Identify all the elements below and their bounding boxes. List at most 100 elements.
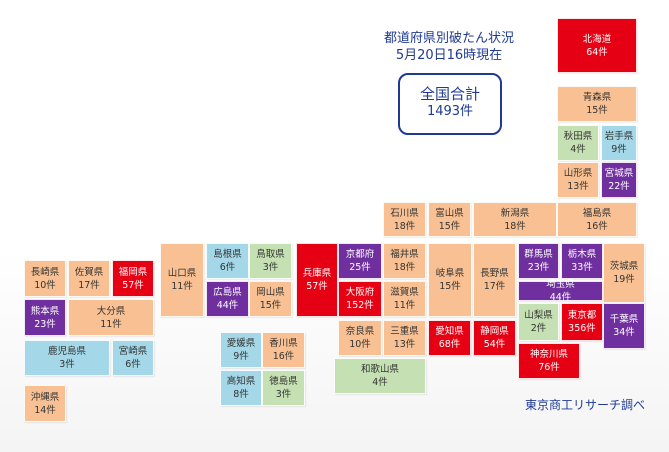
prefecture-tile: 滋賀県 11件 bbox=[383, 281, 426, 317]
prefecture-tile: 新潟県 18件 bbox=[473, 202, 557, 237]
bankruptcy-count: 17件 bbox=[78, 279, 100, 291]
prefecture-name: 滋賀県 bbox=[390, 287, 419, 298]
bankruptcy-count: 18件 bbox=[393, 262, 416, 273]
prefecture-name: 愛媛県 bbox=[226, 338, 256, 349]
bankruptcy-count: 22件 bbox=[608, 181, 630, 192]
prefecture-tile: 島根県 6件 bbox=[206, 243, 249, 279]
prefecture-name: 愛知県 bbox=[435, 326, 464, 337]
prefecture-name: 京都府 bbox=[345, 249, 375, 260]
bankruptcy-count: 15件 bbox=[586, 105, 608, 116]
prefecture-name: 千葉県 bbox=[609, 314, 639, 325]
bankruptcy-count: 25件 bbox=[349, 262, 371, 273]
prefecture-name: 高知県 bbox=[226, 376, 256, 387]
prefecture-tile: 鹿児島県 3件 bbox=[24, 340, 110, 376]
bankruptcy-count: 76件 bbox=[538, 362, 560, 373]
map-title: 都道府県別破たん状況 5月20日16時現在 bbox=[360, 30, 538, 64]
prefecture-tile: 愛媛県 9件 bbox=[220, 332, 262, 368]
prefecture-tile: 岡山県 15件 bbox=[249, 281, 292, 317]
prefecture-tile: 熊本県 23件 bbox=[24, 299, 66, 336]
prefecture-tile: 長崎県 10件 bbox=[24, 260, 66, 297]
prefecture-tile: 三重県 13件 bbox=[383, 320, 426, 356]
prefecture-name: 岩手県 bbox=[604, 131, 634, 142]
bankruptcy-count: 9件 bbox=[233, 351, 249, 362]
prefecture-tile: 高知県 8件 bbox=[220, 370, 262, 406]
prefecture-name: 福井県 bbox=[390, 249, 419, 260]
prefecture-name: 埼玉県 bbox=[546, 279, 575, 290]
prefecture-name: 熊本県 bbox=[30, 305, 60, 317]
bankruptcy-count: 68件 bbox=[438, 339, 461, 350]
prefecture-tile: 福島県 16件 bbox=[557, 202, 637, 237]
prefecture-tile: 奈良県 10件 bbox=[338, 320, 382, 356]
prefecture-tile: 宮崎県 6件 bbox=[112, 340, 154, 376]
prefecture-tile: 兵庫県 57件 bbox=[296, 243, 338, 317]
title-line-1: 都道府県別破たん状況 bbox=[383, 31, 514, 46]
prefecture-name: 佐賀県 bbox=[74, 266, 104, 278]
prefecture-tile: 長野県 17件 bbox=[473, 243, 516, 317]
prefecture-name: 山形県 bbox=[563, 168, 593, 179]
bankruptcy-count: 10件 bbox=[34, 279, 56, 291]
prefecture-name: 福島県 bbox=[582, 207, 612, 219]
bankruptcy-count: 356件 bbox=[568, 323, 596, 334]
prefecture-tile: 山口県 11件 bbox=[160, 243, 204, 317]
prefecture-tile: 秋田県 4件 bbox=[557, 125, 599, 161]
bankruptcy-count: 15件 bbox=[438, 220, 461, 232]
prefecture-tile: 青森県 15件 bbox=[557, 86, 637, 122]
prefecture-tile: 富山県 15件 bbox=[428, 202, 471, 237]
bankruptcy-count: 33件 bbox=[571, 262, 593, 273]
prefecture-tile: 岩手県 9件 bbox=[601, 125, 637, 161]
bankruptcy-count: 13件 bbox=[567, 181, 589, 192]
title-line-2: 5月20日16時現在 bbox=[395, 48, 503, 63]
bankruptcy-count: 23件 bbox=[34, 318, 56, 330]
prefecture-tile: 山形県 13件 bbox=[557, 162, 599, 198]
source-credit: 東京商工リサーチ調べ bbox=[525, 398, 646, 412]
bankruptcy-count: 11件 bbox=[100, 318, 122, 330]
bankruptcy-count: 64件 bbox=[586, 46, 608, 58]
prefecture-tile: 千葉県 34件 bbox=[603, 303, 645, 349]
prefecture-name: 静岡県 bbox=[480, 326, 509, 337]
bankruptcy-count: 44件 bbox=[549, 292, 572, 303]
prefecture-name: 岐阜県 bbox=[435, 268, 465, 279]
prefecture-tile: 埼玉県 44件 bbox=[518, 279, 603, 303]
prefecture-name: 和歌山県 bbox=[360, 364, 399, 375]
prefecture-name: 栃木県 bbox=[567, 249, 597, 260]
prefecture-name: 秋田県 bbox=[563, 131, 593, 142]
bankruptcy-count: 23件 bbox=[527, 262, 550, 273]
bankruptcy-count: 3件 bbox=[59, 359, 75, 370]
prefecture-tile: 愛知県 68件 bbox=[428, 320, 471, 356]
bankruptcy-count: 11件 bbox=[171, 281, 193, 292]
prefecture-tile: 京都府 25件 bbox=[338, 243, 382, 279]
prefecture-tile: 徳島県 3件 bbox=[262, 370, 305, 406]
prefecture-tile: 沖縄県 14件 bbox=[24, 385, 66, 422]
bankruptcy-count: 44件 bbox=[216, 300, 239, 311]
prefecture-name: 宮城県 bbox=[604, 168, 634, 179]
prefecture-tile: 群馬県 23件 bbox=[518, 243, 559, 279]
bankruptcy-count: 17件 bbox=[483, 281, 506, 292]
prefecture-name: 広島県 bbox=[213, 287, 242, 298]
prefecture-name: 山梨県 bbox=[524, 310, 553, 321]
bankruptcy-count: 18件 bbox=[504, 220, 526, 232]
prefecture-name: 群馬県 bbox=[524, 249, 553, 260]
bankruptcy-count: 18件 bbox=[393, 220, 416, 232]
bankruptcy-count: 16件 bbox=[586, 220, 608, 232]
prefecture-name: 沖縄県 bbox=[30, 391, 60, 403]
prefecture-tile: 佐賀県 17件 bbox=[68, 260, 110, 297]
prefecture-name: 富山県 bbox=[435, 207, 464, 219]
bankruptcy-count: 11件 bbox=[393, 300, 416, 311]
prefecture-tile: 山梨県 2件 bbox=[518, 303, 559, 341]
bankruptcy-count: 3件 bbox=[275, 389, 292, 400]
prefecture-name: 福岡県 bbox=[118, 266, 148, 278]
prefecture-name: 長崎県 bbox=[30, 266, 60, 278]
prefecture-tile: 大阪府 152件 bbox=[338, 281, 382, 317]
bankruptcy-count: 8件 bbox=[233, 389, 249, 400]
bankruptcy-count: 57件 bbox=[122, 279, 144, 291]
prefecture-name: 長野県 bbox=[480, 268, 509, 279]
prefecture-tile: 神奈川県 76件 bbox=[518, 343, 580, 379]
prefecture-name: 宮崎県 bbox=[118, 346, 148, 357]
prefecture-tile: 栃木県 33件 bbox=[561, 243, 603, 279]
prefecture-tile: 宮城県 22件 bbox=[601, 162, 637, 198]
prefecture-tile: 東京都 356件 bbox=[561, 303, 603, 341]
prefecture-tile: 福岡県 57件 bbox=[112, 260, 154, 297]
bankruptcy-count: 14件 bbox=[34, 404, 56, 416]
bankruptcy-count: 4件 bbox=[372, 377, 388, 388]
prefecture-name: 神奈川県 bbox=[529, 349, 568, 360]
